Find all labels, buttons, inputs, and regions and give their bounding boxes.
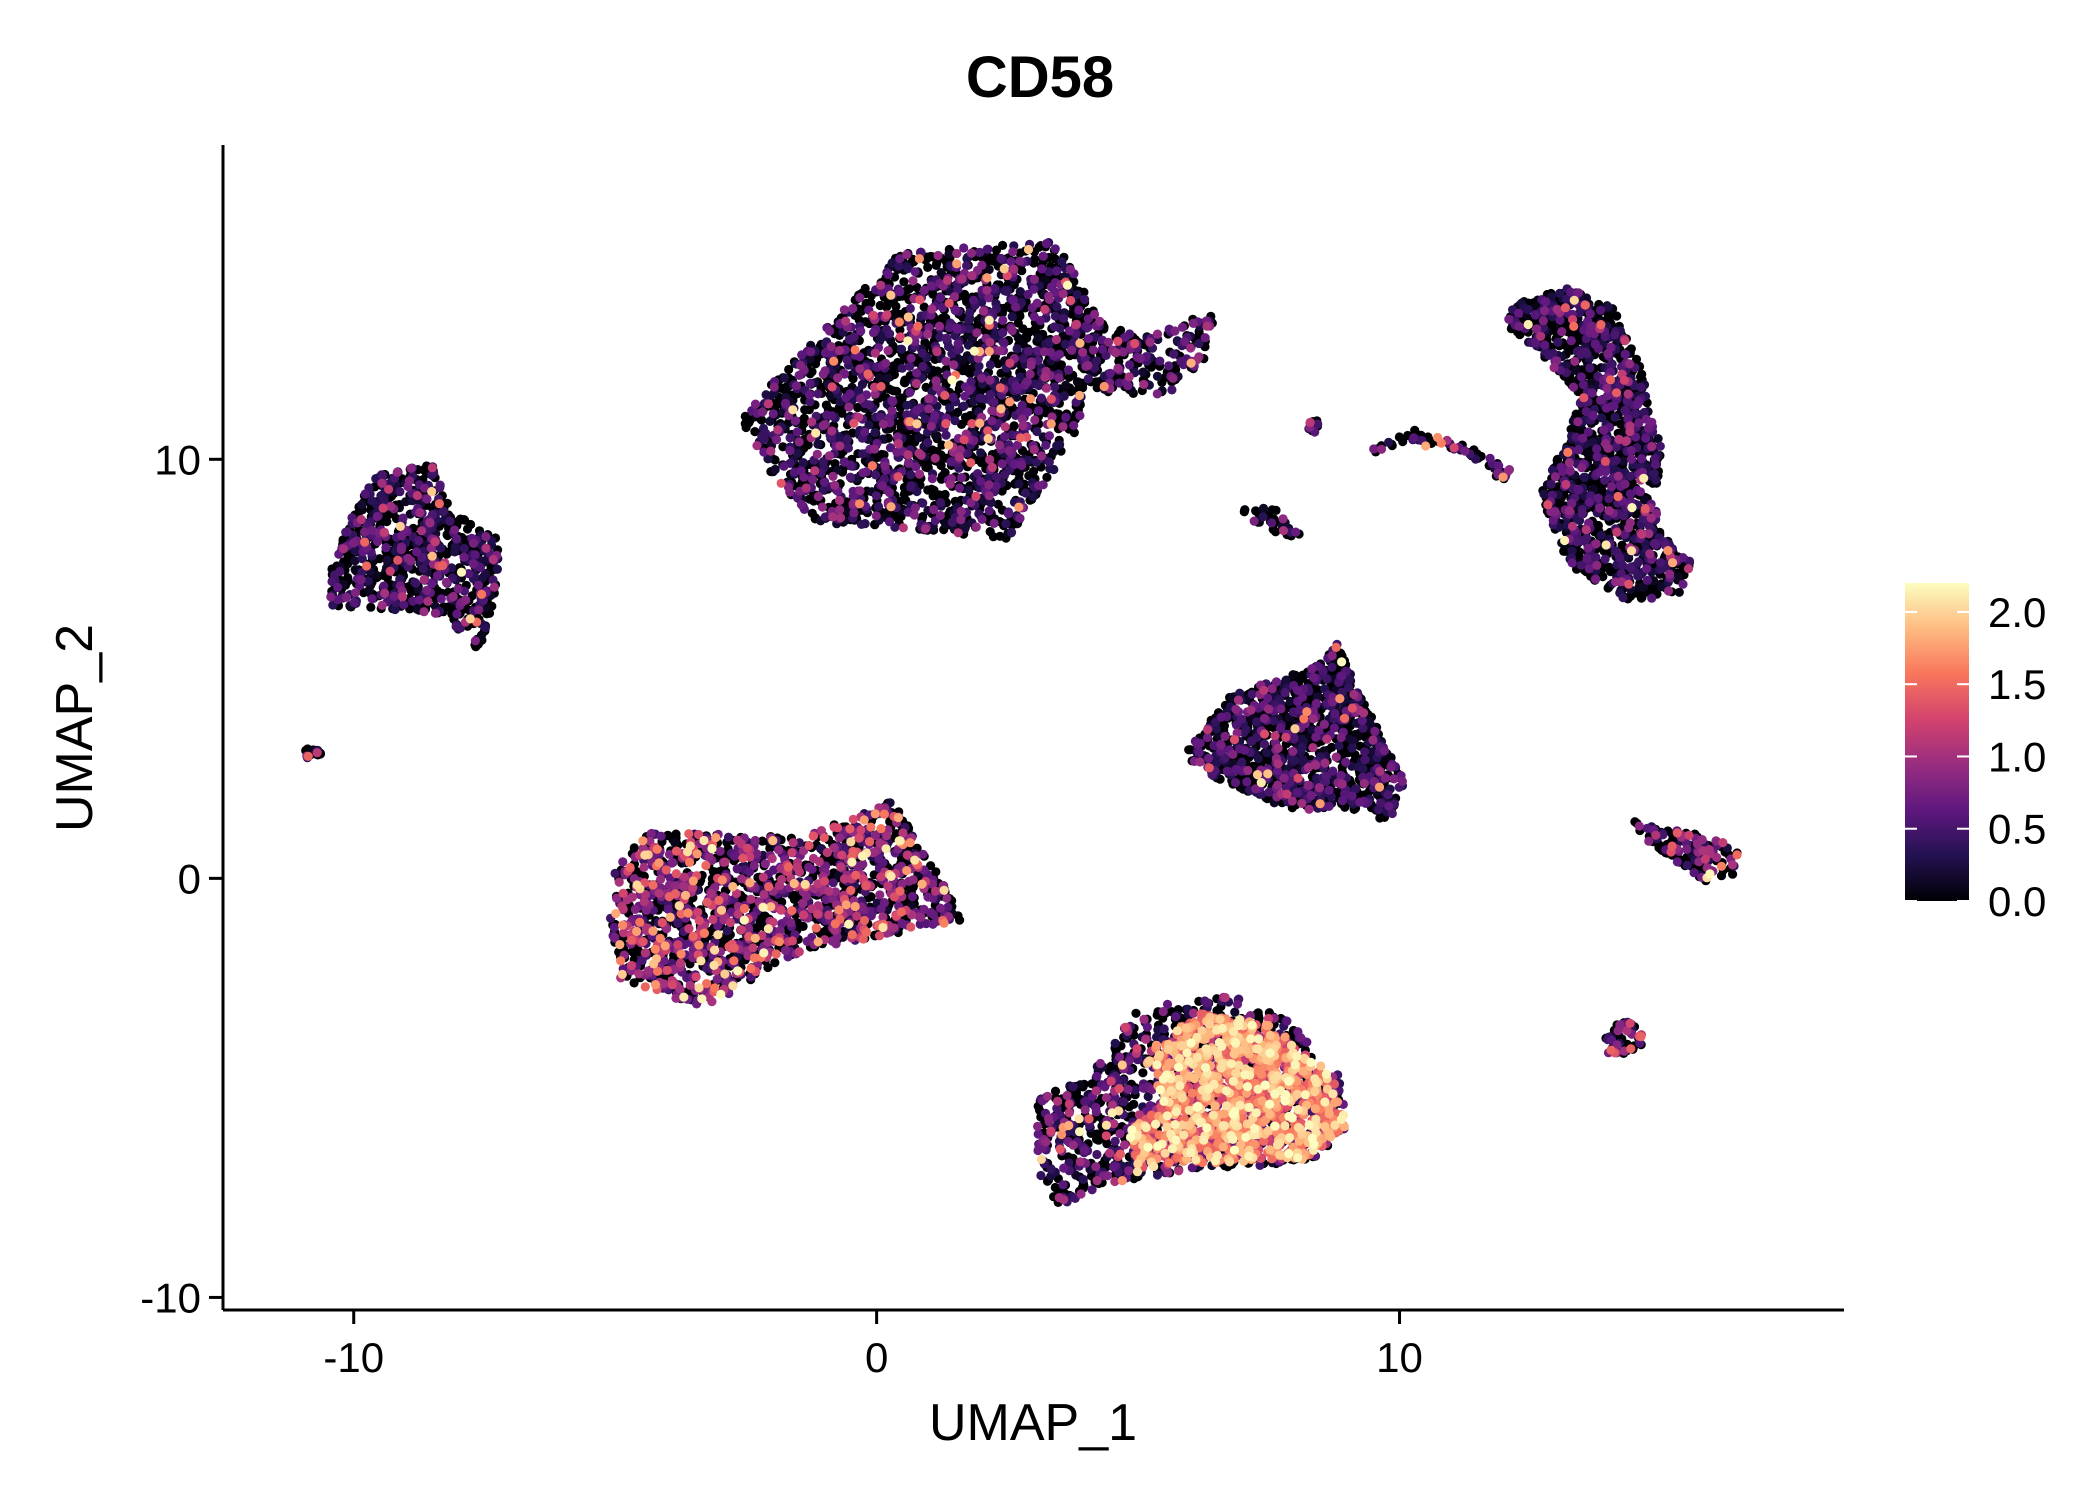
cell-point xyxy=(877,450,887,460)
cell-point xyxy=(1138,1068,1148,1078)
cell-point xyxy=(927,445,938,455)
cell-point xyxy=(1013,318,1023,328)
cell-point xyxy=(757,415,767,425)
cell-point xyxy=(1637,369,1647,379)
cell-point xyxy=(937,440,947,450)
cell-point xyxy=(442,498,452,508)
cell-point xyxy=(755,917,765,927)
cell-point xyxy=(1728,869,1738,879)
cell-point xyxy=(965,368,975,379)
cell-point xyxy=(1066,309,1076,319)
cell-point xyxy=(1061,380,1071,390)
cell-point xyxy=(1240,505,1250,515)
cell-point xyxy=(1574,547,1584,557)
cell-point xyxy=(919,302,929,312)
cell-point xyxy=(778,442,788,452)
cell-point xyxy=(899,489,909,499)
cell-point xyxy=(770,958,780,968)
cell-point xyxy=(1617,540,1627,550)
cell-point xyxy=(1583,449,1593,459)
cell-point xyxy=(1394,432,1404,442)
cell-point xyxy=(1064,372,1074,382)
cell-point xyxy=(1029,466,1039,476)
cell-point xyxy=(784,364,794,375)
cell-point xyxy=(1013,333,1023,343)
cell-point xyxy=(935,490,945,500)
cell-point xyxy=(928,289,938,299)
cell-point xyxy=(1129,1099,1139,1109)
cell-point xyxy=(1072,377,1082,387)
cell-point xyxy=(1030,254,1040,264)
cell-point xyxy=(848,374,858,384)
cell-point xyxy=(1376,812,1386,822)
cell-point xyxy=(1674,587,1684,597)
cell-point xyxy=(1716,871,1727,881)
cell-point xyxy=(1030,325,1040,335)
cell-point xyxy=(799,419,809,429)
cell-point xyxy=(923,485,933,495)
cell-point xyxy=(1631,354,1642,364)
cell-point xyxy=(866,298,876,308)
cell-point xyxy=(343,559,353,569)
cell-point xyxy=(374,554,385,564)
cell-point xyxy=(958,366,968,376)
cell-point xyxy=(1341,747,1351,758)
cell-point xyxy=(366,602,376,612)
cell-point xyxy=(750,427,760,437)
cell-point xyxy=(1092,383,1102,393)
cell-point xyxy=(1131,1008,1141,1018)
cell-point xyxy=(800,405,810,415)
cell-point xyxy=(923,262,933,272)
cell-point xyxy=(991,245,1002,255)
cell-point xyxy=(1271,505,1281,515)
scatter-points xyxy=(301,238,1742,1207)
cell-point xyxy=(419,465,429,475)
cell-point xyxy=(904,434,914,444)
cell-point xyxy=(1636,593,1646,603)
cell-point xyxy=(912,282,922,293)
cell-point xyxy=(936,460,946,471)
cell-point xyxy=(743,418,753,428)
cell-point xyxy=(955,915,965,925)
cell-point xyxy=(1616,419,1626,429)
cell-point xyxy=(837,408,847,418)
cell-point xyxy=(922,253,933,263)
cell-point xyxy=(931,867,941,877)
cell-point xyxy=(904,284,915,294)
cell-point xyxy=(875,300,885,311)
cell-point xyxy=(1593,520,1603,531)
cell-point xyxy=(965,410,975,421)
cell-point xyxy=(884,384,894,394)
cell-point xyxy=(1050,1086,1061,1096)
cell-point xyxy=(1042,472,1052,482)
chart-title: CD58 xyxy=(966,45,1114,110)
cell-point xyxy=(931,260,941,270)
cell-point xyxy=(988,253,998,263)
cell-point xyxy=(462,524,473,534)
cell-point xyxy=(853,402,863,413)
cell-point xyxy=(378,570,389,581)
cell-point xyxy=(988,532,999,542)
cell-point xyxy=(670,838,680,848)
cell-point xyxy=(899,277,909,287)
cell-point xyxy=(1327,742,1337,753)
cell-point xyxy=(821,400,832,410)
cell-point xyxy=(892,386,902,396)
cell-point xyxy=(1056,360,1066,370)
